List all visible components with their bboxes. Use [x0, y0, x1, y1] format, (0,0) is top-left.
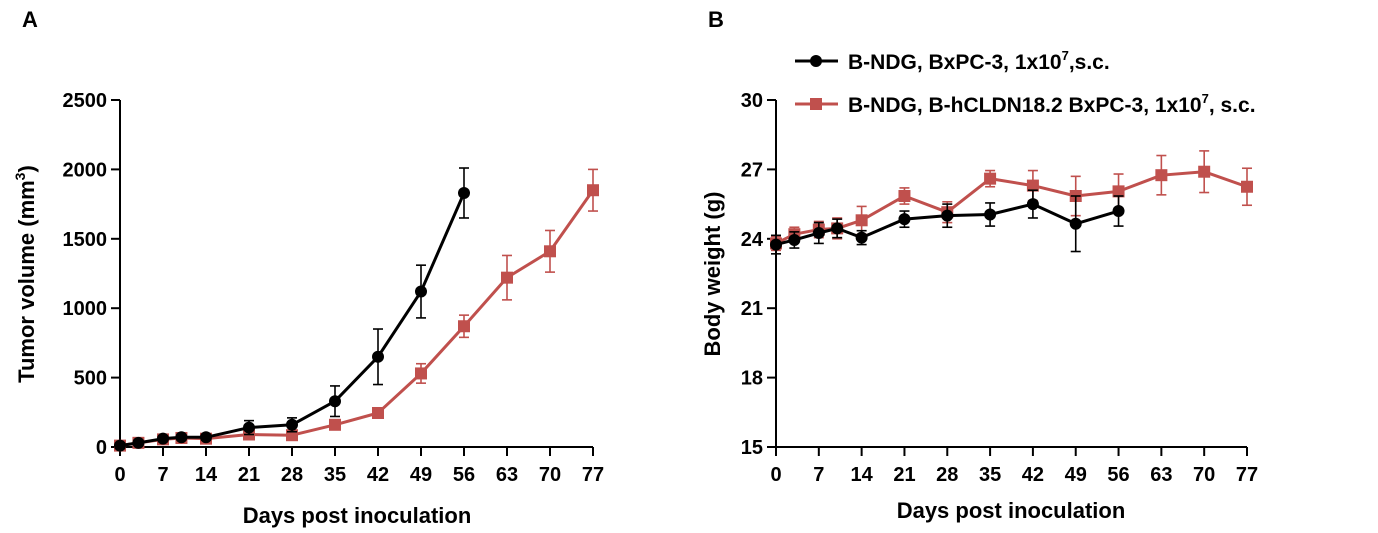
panel-a-x-axis-label: Days post inoculation: [243, 503, 472, 528]
data-point: [200, 431, 212, 444]
y-tick-label: 27: [741, 159, 763, 181]
x-tick-label: 35: [324, 464, 346, 486]
data-point: [812, 227, 825, 240]
series-2: [114, 168, 599, 452]
data-point: [941, 209, 954, 222]
data-point: [855, 231, 868, 244]
data-point: [501, 271, 513, 284]
data-point: [984, 172, 997, 185]
y-tick-label: 24: [741, 229, 764, 251]
x-tick-label: 7: [813, 464, 824, 486]
panel-b-chart: B 15 18 21 24 27 30 0 7 14 21 28 35 42 49 56 63 70 77 Bo…: [700, 7, 1258, 523]
legend-item-series-2: B-NDG, B-hCLDN18.2 BxPC-3, 1x107, s.c.: [795, 91, 1256, 117]
data-point: [1112, 205, 1125, 218]
panel-a-chart: A 0 500 1000 1500 2000 2500 0 7 14 21 28 35 42 49 56 6…: [12, 7, 604, 528]
data-point: [286, 418, 298, 431]
data-point: [788, 233, 801, 246]
x-tick-label: 56: [453, 464, 475, 486]
data-point: [1026, 179, 1039, 192]
y-tick-label: 18: [741, 368, 763, 390]
panel-b-x-axis-label: Days post inoculation: [897, 498, 1126, 523]
data-point: [544, 245, 556, 258]
data-point: [329, 418, 341, 431]
data-point: [1069, 217, 1082, 230]
data-point: [458, 320, 470, 333]
x-tick-label: 14: [851, 464, 874, 486]
data-point: [415, 367, 427, 380]
data-point: [831, 222, 844, 235]
legend-marker-series-2: [810, 98, 822, 110]
y-tick-label: 2000: [63, 159, 108, 181]
x-tick-label: 14: [195, 464, 218, 486]
data-point: [770, 238, 782, 251]
x-tick-label: 56: [1107, 464, 1129, 486]
x-tick-label: 77: [582, 464, 604, 486]
x-tick-label: 0: [114, 464, 125, 486]
data-point: [1155, 169, 1168, 182]
x-tick-label: 42: [1022, 464, 1044, 486]
y-tick-label: 30: [741, 90, 763, 112]
legend-label-series-1: B-NDG, BxPC-3, 1x107,s.c.: [848, 48, 1110, 74]
y-tick-label: 500: [74, 368, 107, 390]
y-tick-label: 0: [96, 437, 107, 459]
panel-b-legend: B-NDG, BxPC-3, 1x107,s.c. B-NDG, B-hCLDN…: [795, 48, 1256, 117]
data-point: [157, 432, 169, 445]
series-line: [119, 192, 466, 448]
data-point: [329, 395, 341, 408]
legend-item-series-1: B-NDG, BxPC-3, 1x107,s.c.: [795, 48, 1110, 74]
data-point: [984, 208, 997, 221]
x-tick-label: 7: [157, 464, 168, 486]
data-point: [1198, 165, 1211, 178]
x-tick-label: 63: [496, 464, 518, 486]
y-tick-label: 2500: [63, 90, 108, 112]
data-point: [1241, 180, 1253, 193]
x-tick-label: 63: [1150, 464, 1172, 486]
data-point: [898, 213, 911, 226]
x-tick-label: 21: [893, 464, 915, 486]
data-point: [372, 350, 384, 363]
x-tick-label: 70: [539, 464, 561, 486]
x-tick-label: 0: [770, 464, 781, 486]
x-tick-label: 28: [281, 464, 303, 486]
panel-b-label: B: [708, 7, 724, 32]
data-point: [855, 214, 868, 227]
data-point: [458, 186, 470, 199]
x-tick-label: 70: [1193, 464, 1215, 486]
data-point: [1026, 198, 1039, 211]
series-2: [770, 150, 1253, 252]
x-tick-label: 49: [410, 464, 432, 486]
y-tick-label: 21: [741, 298, 763, 320]
data-point: [372, 406, 384, 419]
y-tick-label: 1500: [63, 229, 108, 251]
data-point: [415, 285, 427, 298]
data-point: [114, 439, 126, 452]
series-1: [770, 189, 1125, 255]
data-point: [1112, 185, 1125, 198]
y-tick-label: 15: [741, 437, 763, 459]
panel-a-label: A: [22, 7, 38, 32]
x-tick-label: 35: [979, 464, 1001, 486]
x-tick-label: 49: [1065, 464, 1087, 486]
data-point: [243, 421, 255, 434]
data-point: [587, 184, 599, 197]
data-point: [175, 431, 188, 444]
y-tick-label: 1000: [63, 298, 108, 320]
panel-a-y-axis-label: Tumor volume (mm3): [12, 165, 39, 383]
legend-marker-series-1: [810, 55, 822, 67]
x-tick-label: 21: [238, 464, 260, 486]
legend-label-series-2: B-NDG, B-hCLDN18.2 BxPC-3, 1x107, s.c.: [848, 91, 1256, 117]
series-1: [114, 167, 470, 452]
series-line: [119, 189, 595, 448]
x-tick-label: 28: [936, 464, 958, 486]
data-point: [132, 436, 145, 449]
x-tick-label: 42: [367, 464, 389, 486]
x-tick-label: 77: [1236, 464, 1258, 486]
panel-b-y-axis-label: Body weight (g): [700, 192, 725, 357]
data-point: [898, 190, 911, 203]
